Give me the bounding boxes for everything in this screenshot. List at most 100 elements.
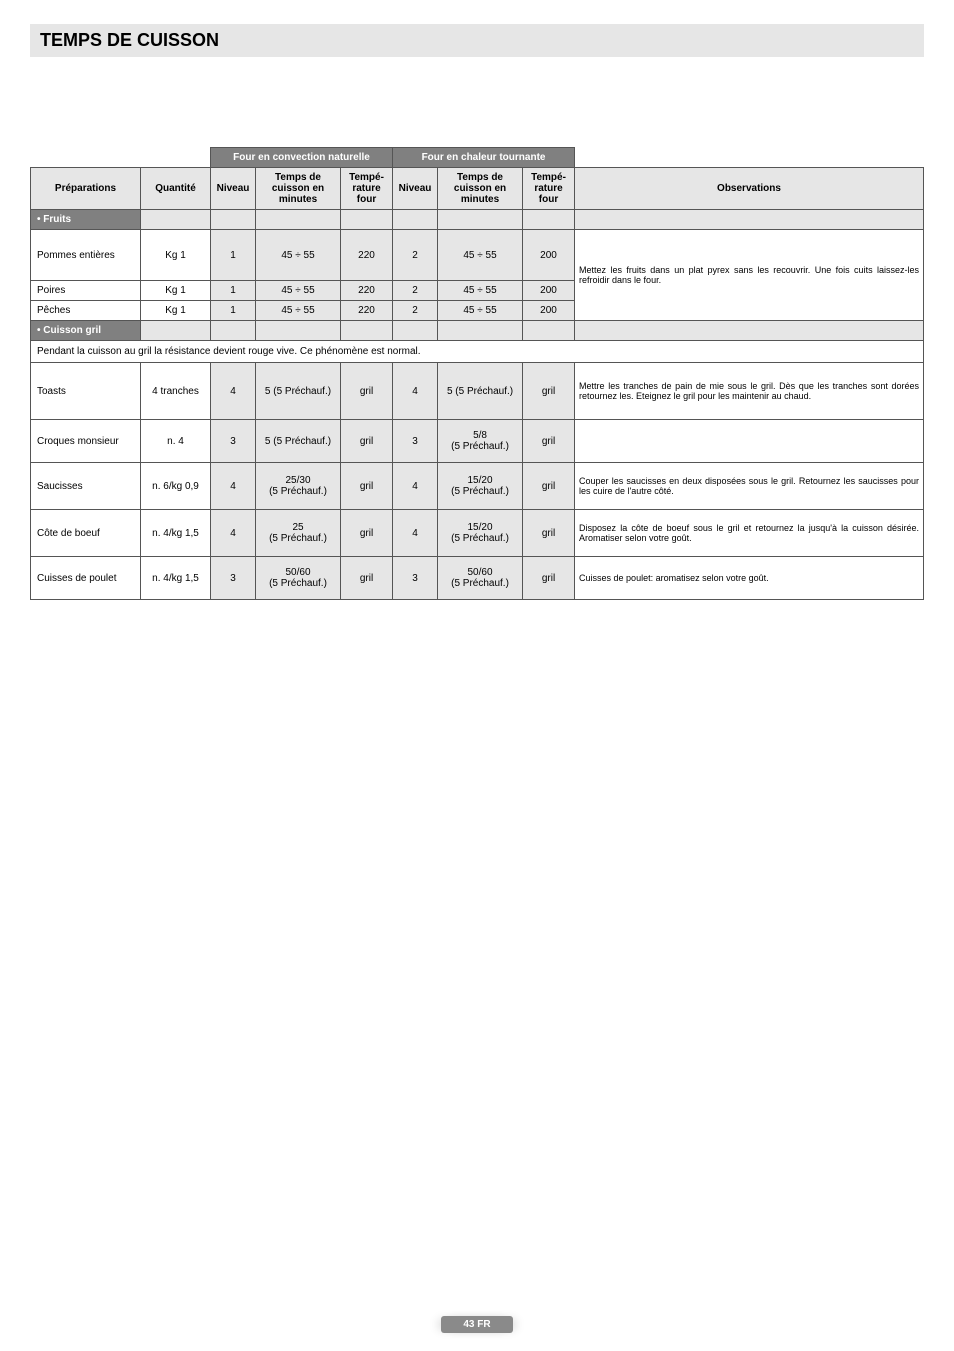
cell-observation: Mettez les fruits dans un plat pyrex san… [575,230,924,321]
cell-prep: Pêches [31,301,141,321]
cell-temp-four: gril [341,510,393,557]
group-header-convection: Four en convection naturelle [211,148,393,168]
col-niveau-2: Niveau [393,168,438,210]
table-group-header-row: Four en convection naturelle Four en cha… [31,148,924,168]
col-temp-four-2: Tempé-rature four [523,168,575,210]
cell-temp-four: gril [523,363,575,420]
cell-temps: 50/60(5 Préchauf.) [256,557,341,600]
cell-temps: 45 ÷ 55 [256,230,341,281]
cell-temp-four: gril [523,557,575,600]
cell-temps: 25(5 Préchauf.) [256,510,341,557]
cell-prep: Saucisses [31,463,141,510]
section-gril-label: • Cuisson gril [31,321,141,341]
blank-cell [523,321,575,341]
cell-temps: 15/20(5 Préchauf.) [438,463,523,510]
page-footer: 43 FR [0,1314,954,1333]
cell-prep: Poires [31,281,141,301]
col-temp-four-1: Tempé-rature four [341,168,393,210]
cell-niveau: 1 [211,230,256,281]
cell-temps: 5 (5 Préchauf.) [256,363,341,420]
cell-niveau: 2 [393,281,438,301]
col-niveau-1: Niveau [211,168,256,210]
cell-temp-four: 220 [341,230,393,281]
cell-temps-line2: (5 Préchauf.) [269,578,327,589]
cell-temps: 15/20(5 Préchauf.) [438,510,523,557]
cell-prep: Croques monsieur [31,420,141,463]
cell-temps-line2: (5 Préchauf.) [451,578,509,589]
cell-temps-line1: 25/30 [285,475,310,486]
cell-temps: 45 ÷ 55 [256,281,341,301]
cell-observation: Mettre les tranches de pain de mie sous … [575,363,924,420]
cell-niveau: 4 [393,510,438,557]
col-temps-1: Temps de cuisson en minutes [256,168,341,210]
cell-temp-four: gril [523,463,575,510]
table-row: Côte de boeuf n. 4/kg 1,5 4 25(5 Préchau… [31,510,924,557]
col-temps-2: Temps de cuisson en minutes [438,168,523,210]
blank-cell [211,210,256,230]
cell-temp-four: gril [341,463,393,510]
blank-cell [575,210,924,230]
cell-niveau: 3 [211,557,256,600]
cell-prep: Côte de boeuf [31,510,141,557]
cell-temps-line1: 5/8 [473,430,487,441]
cell-niveau: 4 [211,363,256,420]
cell-temp-four: 200 [523,281,575,301]
cell-qty: n. 4/kg 1,5 [141,557,211,600]
cell-niveau: 1 [211,301,256,321]
cell-niveau: 4 [393,463,438,510]
col-preparations: Préparations [31,168,141,210]
page-title: TEMPS DE CUISSON [30,24,924,57]
page-number: 43 FR [441,1316,512,1333]
cell-niveau: 3 [211,420,256,463]
blank-cell [393,210,438,230]
cell-niveau: 2 [393,230,438,281]
blank-cell [523,210,575,230]
section-gril: • Cuisson gril [31,321,924,341]
col-quantite: Quantité [141,168,211,210]
cell-temps-line1: 50/60 [285,567,310,578]
group-header-tournante: Four en chaleur tournante [393,148,575,168]
blank-cell [256,321,341,341]
cell-temps-line1: 15/20 [468,522,493,533]
cell-qty: n. 4/kg 1,5 [141,510,211,557]
section-fruits: • Fruits [31,210,924,230]
cell-qty: n. 4 [141,420,211,463]
note-row: Pendant la cuisson au gril la résistance… [31,341,924,363]
cell-niveau: 2 [393,301,438,321]
cell-observation: Disposez la côte de boeuf sous le gril e… [575,510,924,557]
cell-temps-line1: 50/60 [468,567,493,578]
cell-prep: Pommes entières [31,230,141,281]
table-row: Pommes entières Kg 1 1 45 ÷ 55 220 2 45 … [31,230,924,281]
cell-temps-line2: (5 Préchauf.) [451,441,509,452]
blank-cell [141,321,211,341]
table-row: Croques monsieur n. 4 3 5 (5 Préchauf.) … [31,420,924,463]
cell-temps: 5 (5 Préchauf.) [438,363,523,420]
blank-cell [438,210,523,230]
blank-cell [393,321,438,341]
cell-temps-line1: 25 [292,522,303,533]
cell-temps-line2: (5 Préchauf.) [269,533,327,544]
cell-niveau: 3 [393,420,438,463]
cell-qty: n. 6/kg 0,9 [141,463,211,510]
cell-temp-four: gril [341,420,393,463]
cell-qty: Kg 1 [141,230,211,281]
cell-prep: Cuisses de poulet [31,557,141,600]
table-row: Cuisses de poulet n. 4/kg 1,5 3 50/60(5 … [31,557,924,600]
cell-temps: 45 ÷ 55 [438,301,523,321]
blank-cell [341,321,393,341]
cell-temps: 45 ÷ 55 [256,301,341,321]
cell-temps-line1: 15/20 [468,475,493,486]
cell-observation: Couper les saucisses en deux disposées s… [575,463,924,510]
cell-prep: Toasts [31,363,141,420]
table-column-header-row: Préparations Quantité Niveau Temps de cu… [31,168,924,210]
section-fruits-label: • Fruits [31,210,141,230]
table-row: Toasts 4 tranches 4 5 (5 Préchauf.) gril… [31,363,924,420]
blank-cell [341,210,393,230]
note-text: Pendant la cuisson au gril la résistance… [31,341,924,363]
cell-observation [575,420,924,463]
cooking-table: Four en convection naturelle Four en cha… [30,147,924,600]
cell-niveau: 4 [393,363,438,420]
cell-temp-four: 220 [341,281,393,301]
cell-temps: 25/30(5 Préchauf.) [256,463,341,510]
col-observations: Observations [575,168,924,210]
